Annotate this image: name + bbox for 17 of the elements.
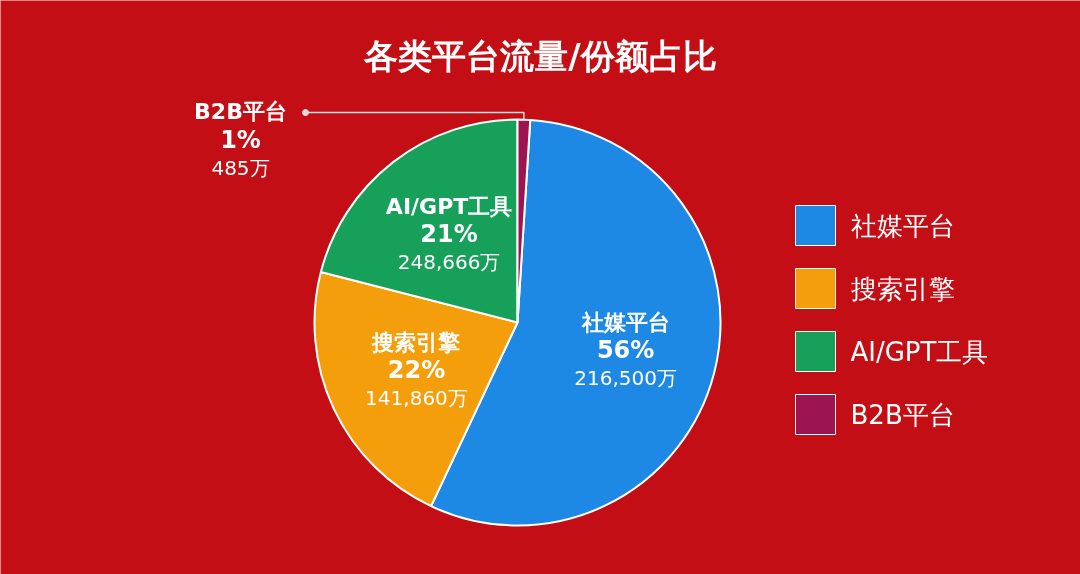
legend-label: 搜索引擎 xyxy=(850,273,955,304)
data-label: 56% xyxy=(596,336,655,365)
data-label: 21% xyxy=(420,220,478,249)
legend-label: AI/GPT工具 xyxy=(850,336,989,367)
data-label: 1% xyxy=(220,125,261,154)
slice-label: B2B平台 xyxy=(194,99,287,125)
data-label: 22% xyxy=(387,356,446,385)
text: 216,500万 xyxy=(574,366,678,391)
slice-label: 搜索引擎 xyxy=(371,329,461,355)
legend-label: B2B平台 xyxy=(850,399,955,430)
legend-label: 社媒平台 xyxy=(850,210,955,241)
slice-label: 社媒平台 xyxy=(580,309,670,335)
text: 248,666万 xyxy=(397,250,501,275)
text: 141,860万 xyxy=(365,386,468,411)
slice-label: AI/GPT工具 xyxy=(385,193,513,219)
chart-title: 各类平台流量/份额占比 xyxy=(363,35,717,76)
text: 485万 xyxy=(211,155,270,180)
